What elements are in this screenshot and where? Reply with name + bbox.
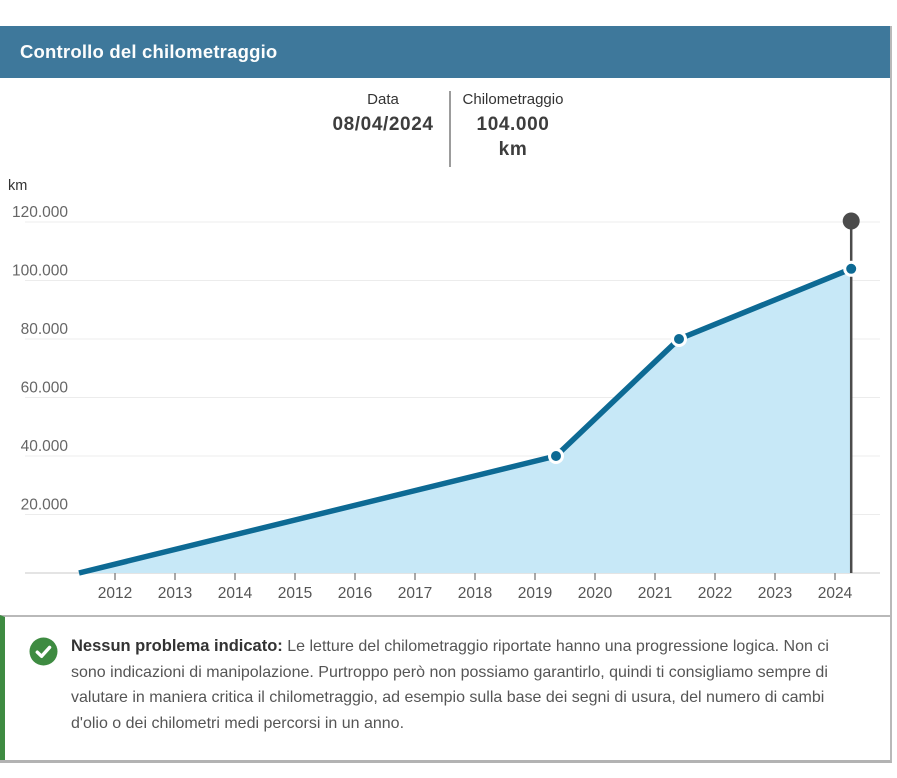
marker-handle[interactable] [842,212,860,230]
tooltip-divider [449,91,451,167]
x-tick-label: 2020 [578,585,613,602]
note-text: Nessun problema indicato: Le letture del… [71,634,860,742]
x-tick-label: 2018 [458,585,492,602]
tooltip-mileage-column: Chilometraggio 104.000 km [451,91,565,162]
x-tick-label: 2021 [638,585,672,602]
x-tick-label: 2022 [698,585,732,602]
y-tick-label: 60.000 [21,380,69,397]
mileage-chart[interactable]: km 20.000 40.000 60.000 80.000 100.000 120.000… [0,170,890,615]
note-body: Le letture del chilometraggio riportate … [71,638,829,732]
y-tick-label: 20.000 [21,497,69,514]
tooltip-mileage-label: Chilometraggio [462,91,564,108]
series-area [79,268,852,573]
chart-tooltip: Data 08/04/2024 Chilometraggio 104.000 k… [0,78,890,170]
tooltip-date-column: Data 08/04/2024 [325,91,449,137]
series-line [78,266,853,576]
check-circle-icon [29,637,58,742]
tooltip-date-label: Data [367,91,399,108]
x-tick-label: 2012 [98,585,132,602]
note-title: Nessun problema indicato: [71,637,283,655]
y-tick-label: 80.000 [21,321,69,338]
data-point-marker[interactable] [671,331,687,347]
tooltip-mileage-value: 104.000 km [476,114,550,160]
page-top-spacer [0,0,897,26]
x-tick-label: 2015 [278,585,312,602]
tooltip-date-value: 08/04/2024 [332,114,434,135]
x-tick-label: 2023 [758,585,792,602]
mileage-check-card: Controllo del chilometraggio Data 08/04/… [0,26,892,763]
y-tick-label: 40.000 [21,438,69,455]
x-tick-label: 2017 [398,585,432,602]
data-point-marker[interactable] [548,448,564,464]
page-title: Controllo del chilometraggio [20,41,278,62]
card-header: Controllo del chilometraggio [0,26,890,78]
data-point-marker[interactable] [843,260,860,277]
x-tick-label: 2019 [518,585,552,602]
x-tick-label: 2016 [338,585,372,602]
x-tick-label: 2014 [218,585,253,602]
x-tick-label: 2024 [818,585,853,602]
x-tick-label: 2013 [158,585,192,602]
y-tick-label: 100.000 [12,263,68,280]
no-problem-note: Nessun problema indicato: Le letture del… [0,615,890,760]
y-tick-label: 120.000 [12,204,68,221]
y-axis-unit-label: km [8,178,27,194]
